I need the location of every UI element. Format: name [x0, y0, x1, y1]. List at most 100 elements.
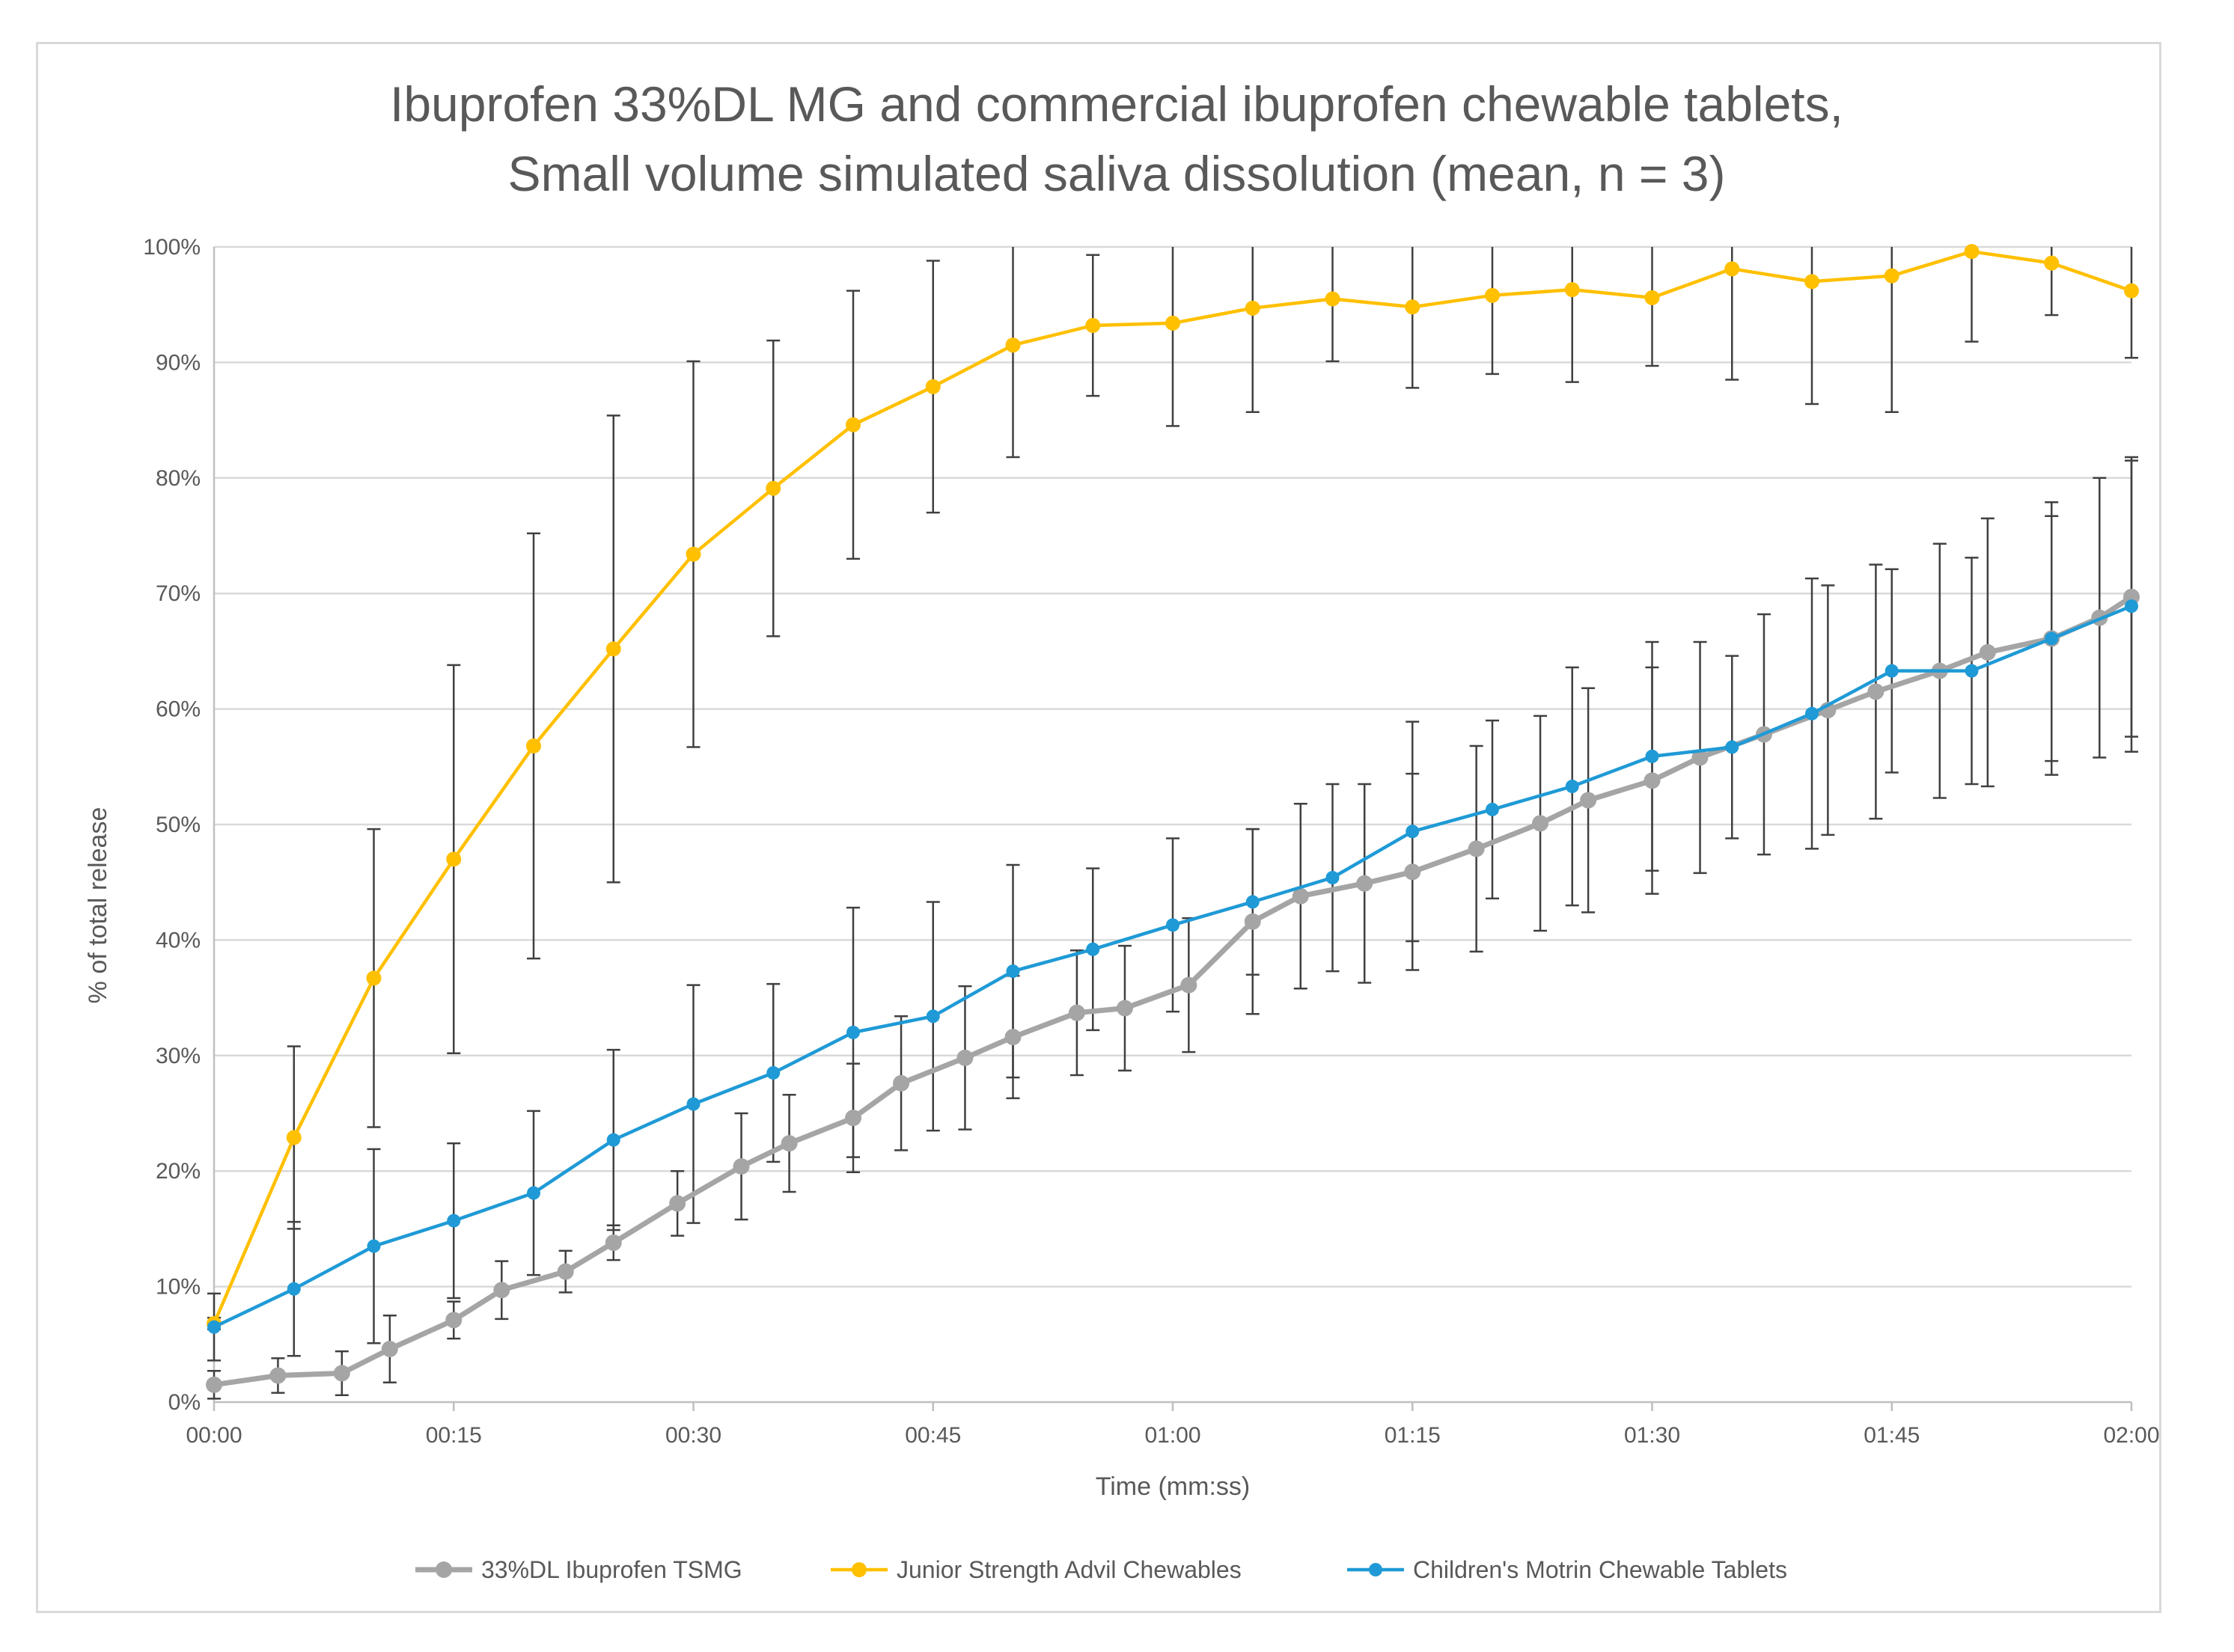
legend-marker	[436, 1561, 452, 1578]
y-tick-label: 80%	[156, 466, 201, 491]
legend-marker	[1369, 1563, 1382, 1576]
data-point	[686, 546, 701, 562]
data-point	[925, 379, 941, 394]
data-point	[846, 417, 861, 432]
data-point	[1292, 887, 1309, 905]
data-point	[1068, 1004, 1085, 1021]
error-bar	[1245, 247, 1260, 414]
data-point	[1979, 643, 1996, 661]
x-tick-label: 01:30	[1624, 1423, 1680, 1448]
data-point	[286, 1130, 302, 1145]
y-tick-label: 70%	[156, 581, 201, 606]
data-point	[1005, 337, 1021, 353]
data-point	[1486, 802, 1499, 816]
data-point	[1325, 291, 1340, 307]
data-point	[445, 1312, 463, 1329]
series-3	[207, 599, 2138, 1334]
data-point	[1964, 244, 1980, 260]
y-axis-title: % of total release	[84, 807, 112, 1004]
x-tick-label: 00:45	[905, 1423, 961, 1448]
data-point	[1116, 1000, 1133, 1017]
data-point	[287, 1282, 301, 1296]
y-tick-label: 0%	[168, 1390, 201, 1415]
x-tick-labels: 00:00 00:15 00:30 00:45 01:00 01:15 01:30 01:45…	[186, 1423, 2159, 1448]
data-point	[447, 1214, 461, 1228]
data-point	[526, 738, 541, 754]
y-tick-label: 50%	[156, 813, 201, 837]
data-point	[781, 1135, 798, 1152]
data-point	[605, 641, 621, 657]
data-point	[1867, 683, 1884, 700]
data-point	[606, 1133, 620, 1147]
data-point	[766, 480, 781, 496]
data-point	[2045, 631, 2059, 646]
data-point	[557, 1263, 574, 1280]
y-tick-label: 30%	[156, 1044, 201, 1068]
data-point	[1725, 740, 1739, 754]
data-series	[206, 244, 2140, 1393]
series-2	[207, 244, 2139, 1332]
data-point	[733, 1158, 750, 1175]
error-bar	[1965, 247, 1979, 343]
error-bar	[1406, 247, 1420, 389]
data-point	[1724, 261, 1740, 277]
data-point	[1244, 913, 1261, 930]
data-point	[1564, 282, 1580, 298]
data-point	[1406, 825, 1420, 839]
chart-title: Ibuprofen 33%DL MG and commercial ibupro…	[390, 76, 1843, 201]
data-point	[2125, 599, 2138, 614]
x-tick-label: 00:00	[186, 1423, 242, 1448]
legend-label: 33%DL Ibuprofen TSMG	[481, 1556, 742, 1583]
legend-marker	[852, 1562, 867, 1577]
x-tick-label: 01:45	[1864, 1423, 1920, 1448]
error-bar	[1805, 247, 1819, 406]
legend-label: Children's Motrin Chewable Tablets	[1413, 1556, 1787, 1583]
data-point	[1532, 815, 1549, 832]
data-point	[1965, 664, 1979, 678]
data-point	[1691, 749, 1709, 766]
error-bar	[1166, 247, 1179, 427]
data-point	[1180, 976, 1197, 994]
data-point	[686, 1097, 701, 1111]
data-point	[1245, 300, 1260, 316]
error-bar	[1645, 247, 1659, 367]
data-point	[1165, 315, 1180, 331]
legend-item: 33%DL Ibuprofen TSMG	[415, 1556, 742, 1583]
data-point	[1468, 840, 1485, 857]
axes	[213, 247, 2133, 1411]
data-point	[1580, 792, 1597, 809]
data-point	[845, 1110, 861, 1127]
chart-title-line-2: Small volume simulated saliva dissolutio…	[508, 146, 1726, 201]
data-point	[1645, 749, 1659, 763]
y-tick-label: 20%	[156, 1159, 201, 1184]
data-point	[605, 1234, 622, 1251]
data-point	[2124, 283, 2139, 299]
data-point	[1085, 317, 1101, 333]
data-point	[1884, 268, 1899, 284]
error-bar	[1565, 247, 1579, 383]
data-point	[1805, 706, 1819, 721]
data-point	[1166, 918, 1179, 932]
data-point	[381, 1340, 398, 1357]
data-point	[207, 1320, 221, 1334]
data-point	[1086, 942, 1100, 956]
y-tick-label: 100%	[143, 235, 201, 260]
data-point	[527, 1186, 540, 1200]
data-point	[1356, 875, 1373, 892]
data-point	[846, 1025, 860, 1039]
data-point	[1405, 299, 1420, 315]
data-point	[366, 970, 382, 986]
data-point	[669, 1195, 686, 1212]
error-bar	[2125, 247, 2138, 359]
legend-label: Junior Strength Advil Chewables	[897, 1556, 1242, 1583]
legend: 33%DL Ibuprofen TSMG Junior Strength Advi…	[415, 1556, 1787, 1583]
x-tick-label: 02:00	[2103, 1423, 2159, 1448]
data-point	[1245, 895, 1260, 909]
data-point	[1565, 780, 1579, 794]
legend-item: Junior Strength Advil Chewables	[831, 1556, 1242, 1583]
data-point	[1804, 274, 1819, 290]
error-bars	[207, 247, 2138, 1400]
data-point	[1325, 871, 1340, 885]
data-point	[2044, 255, 2060, 271]
